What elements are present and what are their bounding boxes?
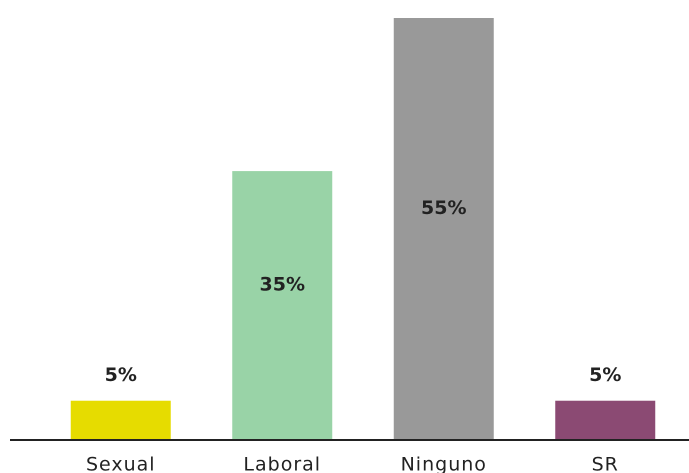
value-label: 55% bbox=[421, 197, 466, 219]
value-label: 5% bbox=[105, 364, 137, 386]
bar bbox=[555, 400, 656, 439]
x-tick-label: SR bbox=[592, 454, 619, 473]
bar bbox=[70, 400, 171, 439]
bar bbox=[393, 18, 494, 439]
value-label: 5% bbox=[589, 364, 621, 386]
value-label: 35% bbox=[260, 274, 305, 296]
x-tick-label: Laboral bbox=[243, 454, 321, 473]
x-tick-label: Ninguno bbox=[401, 454, 487, 473]
x-tick-label: Sexual bbox=[86, 454, 156, 473]
bar bbox=[232, 171, 333, 439]
